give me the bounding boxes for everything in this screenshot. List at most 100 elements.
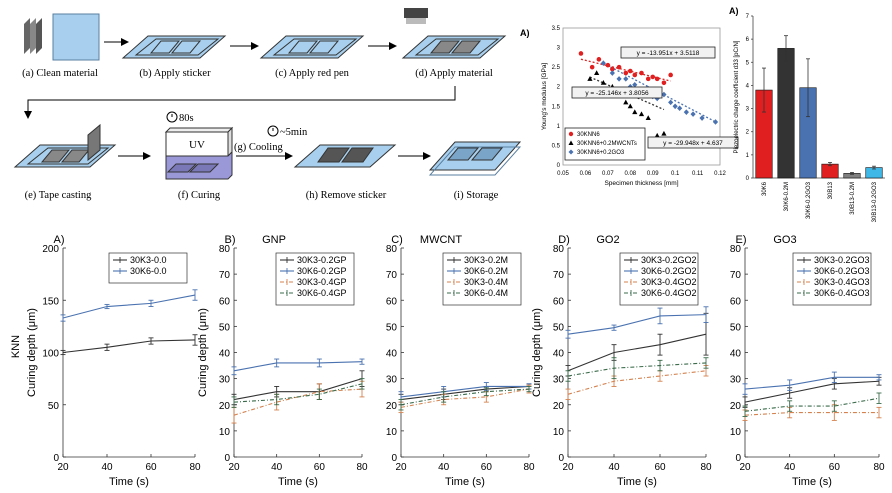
x-tick-label: 80 <box>523 462 535 473</box>
y-tick-label: 50 <box>48 401 60 412</box>
y-axis-label: Young's modulus [GPa] <box>541 63 548 131</box>
y-tick-label: 0.5 <box>552 143 561 149</box>
y-tick-label: 50 <box>386 322 398 333</box>
category-label: 30B13 <box>828 181 834 199</box>
series-line <box>233 361 363 372</box>
data-point <box>589 64 595 70</box>
step-label: (f) Curing <box>178 190 221 201</box>
series-line <box>744 412 879 416</box>
series-line <box>400 385 529 398</box>
y-tick-label: 20 <box>386 401 398 412</box>
category-label: 30K6-0.2M <box>784 182 790 211</box>
series-line <box>567 370 707 395</box>
y-tick-label: 0 <box>224 453 230 464</box>
x-tick-label: 0.1 <box>671 171 680 177</box>
category-label: 30K6 <box>762 181 768 196</box>
data-point <box>699 115 705 121</box>
series-line <box>744 380 880 403</box>
y-tick-label: 5 <box>746 60 750 66</box>
side-label: KNN <box>10 335 22 358</box>
piezo-bar-chart: A) 0 1 2 3 4 5 6 7 Piezoelectric charge coefficie… <box>729 6 885 222</box>
panel-title: MWCNT <box>420 234 462 246</box>
y-tick-label: 6 <box>746 37 750 43</box>
y-tick-label: 10 <box>386 427 398 438</box>
y-axis-label: Curing depth (μm) <box>531 308 543 397</box>
data-point <box>600 80 606 85</box>
y-tick-label: 1 <box>746 153 750 159</box>
equation-text: y = -29.948x + 4.637 <box>663 140 723 147</box>
y-tick-label: 1 <box>557 124 561 130</box>
cooling-time: ~5min <box>280 127 308 138</box>
data-point <box>632 72 638 78</box>
legend-entry: 30K3-0.2GO3 <box>814 255 870 265</box>
x-tick-label: 40 <box>101 462 113 473</box>
legend-box <box>792 252 872 306</box>
y-tick-label: 30 <box>386 375 398 386</box>
data-point <box>616 76 622 82</box>
timer-icon <box>166 111 178 123</box>
stack-sheet <box>24 18 30 54</box>
x-tick-label: 0.08 <box>624 171 636 177</box>
data-point <box>596 57 602 62</box>
y-tick-label: 150 <box>42 296 59 307</box>
y-tick-label: 30 <box>553 375 565 386</box>
legend-entry: 30KNN6 <box>577 132 600 138</box>
series-line <box>400 388 530 408</box>
legend-box <box>619 252 699 306</box>
legend-box <box>564 127 646 161</box>
category-label: 30K6-0.2GO3 <box>806 181 812 219</box>
legend-box <box>108 252 188 284</box>
x-tick-label: 80 <box>356 462 368 473</box>
series-line <box>744 397 880 412</box>
step-apply-red-pen <box>259 35 365 59</box>
y-tick-label: 3.5 <box>552 26 561 32</box>
data-point <box>672 103 678 110</box>
legend-box <box>442 252 522 306</box>
x-axis-label: Specimen thickness [mm] <box>604 180 678 187</box>
data-point <box>690 111 696 117</box>
panel-title: GO2 <box>596 234 619 246</box>
y-tick-label: 80 <box>219 244 231 255</box>
x-tick-label: 0.11 <box>692 171 704 177</box>
category-label: 30B13-0.2M <box>850 182 856 215</box>
x-tick-label: 0.12 <box>714 171 726 177</box>
x-tick-label: 60 <box>481 462 493 473</box>
legend-entry: 30K6-0.0 <box>130 266 167 276</box>
y-tick-label: 40 <box>386 349 398 360</box>
x-tick-label: 40 <box>438 462 450 473</box>
legend-marker <box>568 140 574 145</box>
data-point <box>650 74 656 80</box>
y-tick-label: 30 <box>730 375 742 386</box>
legend-entry: 30K6-0.4GO2 <box>641 288 697 298</box>
legend-entry: 30K3-0.4GP <box>297 277 347 287</box>
y-tick-label: 3 <box>557 46 561 52</box>
data-point <box>578 51 584 56</box>
y-tick-label: 0 <box>557 163 561 169</box>
cooling-label: (g) Cooling <box>234 142 283 153</box>
step-label: (b) Apply sticker <box>139 68 211 79</box>
y-tick-label: 20 <box>219 401 231 412</box>
data-point <box>605 62 611 68</box>
y-tick-label: 0 <box>746 176 750 182</box>
data-point <box>639 70 644 76</box>
y-tick-label: 10 <box>219 427 231 438</box>
y-tick-label: 70 <box>730 270 742 281</box>
data-point <box>632 109 638 115</box>
step-label: (c) Apply red pen <box>275 68 350 79</box>
y-tick-label: 3 <box>746 107 750 113</box>
data-point <box>654 76 660 82</box>
legend-entry: 30K3-0.4GO3 <box>814 277 870 287</box>
equation-box <box>620 46 716 59</box>
y-tick-label: 0 <box>53 453 59 464</box>
step-label: (i) Storage <box>454 190 499 201</box>
x-tick-label: 60 <box>829 462 841 473</box>
step-label: (h) Remove sticker <box>306 190 387 201</box>
stack-sheet <box>36 18 42 54</box>
legend-entry: 30K6-0.2GO2 <box>641 266 697 276</box>
bar <box>777 48 795 179</box>
y-tick-label: 2 <box>557 85 561 91</box>
step-label: (a) Clean material <box>22 68 98 79</box>
x-tick-label: 60 <box>654 462 666 473</box>
clean-sheet <box>52 13 100 61</box>
